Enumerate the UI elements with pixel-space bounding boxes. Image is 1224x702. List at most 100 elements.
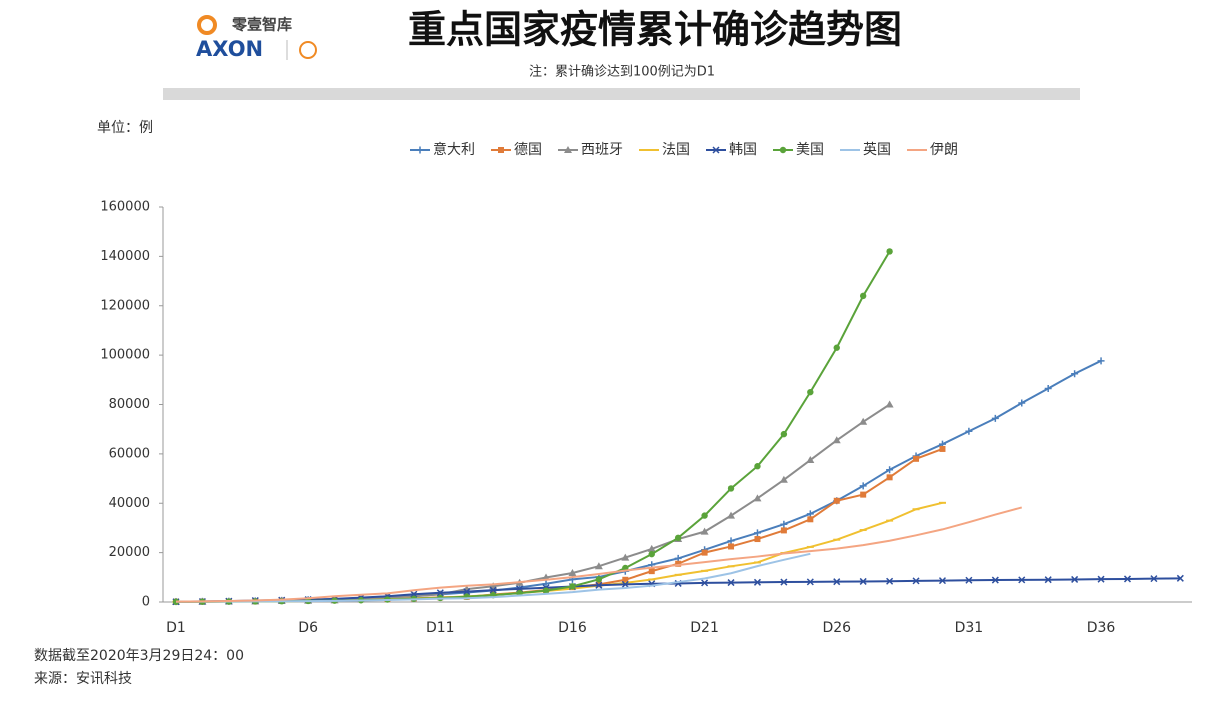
legend-label: 德国 <box>514 142 542 158</box>
marker <box>1097 357 1105 365</box>
series <box>172 357 1105 606</box>
series <box>175 552 811 603</box>
chart-title: 重点国家疫情累计确诊趋势图 <box>408 8 902 52</box>
series-line <box>175 359 1102 603</box>
header-bar <box>163 88 1080 100</box>
logo: 零壹智库 AXON <box>196 15 317 61</box>
legend-item: 伊朗 <box>907 142 958 158</box>
legend-label: 伊朗 <box>930 142 958 158</box>
marker <box>463 588 471 596</box>
x-tick-label: D16 <box>558 620 587 636</box>
marker <box>727 537 735 545</box>
marker <box>622 576 629 583</box>
marker <box>965 576 973 584</box>
legend-item: 意大利 <box>410 141 475 158</box>
y-axis-label: 单位：例 <box>97 120 153 136</box>
y-tick-label: 140000 <box>100 249 150 264</box>
marker <box>1123 575 1132 583</box>
legend-label: 韩国 <box>729 142 757 158</box>
marker <box>1044 384 1052 392</box>
marker <box>569 583 576 590</box>
marker <box>833 578 841 586</box>
y-tick-label: 20000 <box>109 545 150 560</box>
marker <box>753 494 762 502</box>
marker <box>859 417 868 425</box>
legend-item: 韩国 <box>706 142 757 158</box>
marker <box>807 516 814 523</box>
marker <box>436 589 444 597</box>
marker <box>939 445 946 452</box>
logo-icon <box>197 15 217 35</box>
marker <box>1018 576 1026 584</box>
marker <box>1071 370 1079 378</box>
legend-item: 美国 <box>773 142 824 158</box>
x-tick-label: D6 <box>298 620 318 636</box>
series-line <box>175 506 1023 603</box>
legend-label: 法国 <box>662 142 690 158</box>
marker <box>779 146 787 154</box>
marker <box>621 580 629 588</box>
marker <box>621 553 630 561</box>
marker <box>779 475 788 483</box>
marker <box>595 581 603 589</box>
x-tick-label: D36 <box>1087 620 1116 636</box>
marker <box>754 536 761 543</box>
marker <box>564 146 572 153</box>
marker <box>542 587 550 594</box>
logo-name: 零壹智库 <box>231 16 292 34</box>
marker <box>965 427 973 435</box>
marker <box>700 527 709 535</box>
legend-item: 西班牙 <box>558 142 623 158</box>
marker <box>1044 576 1052 584</box>
chart-subtitle: 注：累计确诊达到100例记为D1 <box>529 65 715 80</box>
series-line <box>175 552 811 603</box>
marker <box>886 577 894 585</box>
marker <box>410 590 418 598</box>
y-tick-label: 0 <box>142 595 150 610</box>
series <box>172 248 893 605</box>
marker <box>647 544 656 552</box>
marker <box>912 577 920 585</box>
legend-label: 意大利 <box>433 141 475 158</box>
marker <box>594 562 603 570</box>
marker <box>913 455 920 462</box>
legend-item: 德国 <box>491 142 542 158</box>
marker <box>780 520 788 528</box>
x-tick-label: D21 <box>690 620 719 636</box>
marker <box>886 466 894 474</box>
marker <box>701 579 709 587</box>
y-tick-label: 160000 <box>100 200 150 215</box>
marker <box>859 577 867 585</box>
marker <box>498 147 504 153</box>
y-tick-label: 100000 <box>100 348 150 363</box>
legend-label: 美国 <box>796 142 824 158</box>
footnote: 数据截至2020年3月29日24：00 <box>34 648 244 664</box>
marker <box>727 511 736 519</box>
marker <box>859 482 867 490</box>
marker <box>859 292 867 300</box>
logo-icon <box>299 41 317 59</box>
marker <box>885 400 894 408</box>
y-tick-label: 120000 <box>100 298 150 313</box>
legend-item: 英国 <box>840 141 891 158</box>
x-tick-label: D11 <box>426 620 455 636</box>
series-line <box>175 250 891 603</box>
logo-brand: AXON <box>196 37 263 61</box>
series <box>175 506 1023 603</box>
marker <box>832 436 841 444</box>
marker <box>1097 575 1105 583</box>
x-tick-label: D26 <box>822 620 851 636</box>
legend-label: 英国 <box>863 141 891 158</box>
marker <box>727 485 735 492</box>
marker <box>701 549 708 556</box>
marker <box>648 550 655 558</box>
marker <box>1150 575 1158 583</box>
marker <box>780 578 788 586</box>
legend-item: 法国 <box>639 142 690 158</box>
marker <box>754 463 761 470</box>
marker <box>807 388 814 396</box>
marker <box>806 578 814 586</box>
marker <box>806 510 814 518</box>
marker <box>780 527 787 534</box>
marker <box>701 512 708 519</box>
